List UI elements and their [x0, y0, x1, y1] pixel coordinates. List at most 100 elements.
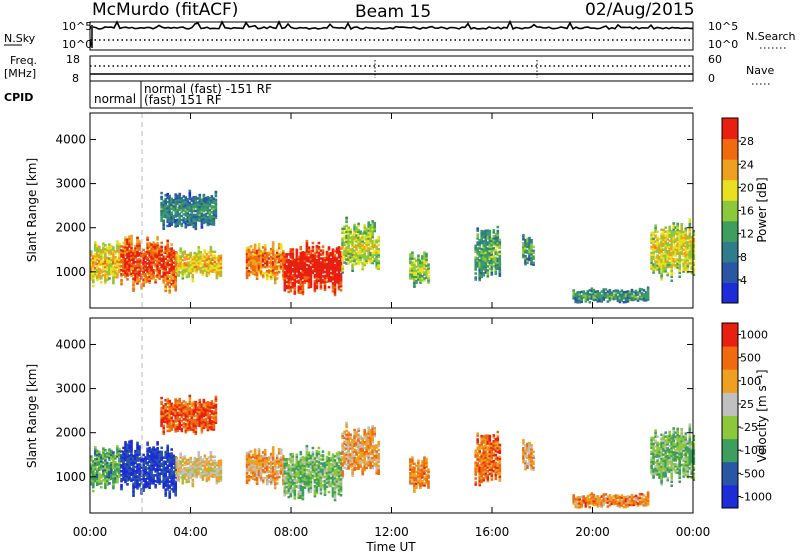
velocity-echo-cell — [172, 474, 176, 477]
power-echo-cell — [678, 267, 682, 271]
velocity-echo-cell — [100, 454, 103, 457]
velocity-echo-cell — [126, 455, 129, 458]
power-echo-cell — [377, 267, 381, 271]
velocity-echo-cell — [154, 468, 157, 471]
velocity-echo-cell — [174, 488, 178, 491]
power-echo-cell — [668, 239, 672, 243]
power-echo-cell — [261, 275, 265, 279]
velocity-echo-cell — [92, 464, 95, 467]
power-echo-cell — [427, 275, 430, 278]
velocity-echo-cell — [128, 470, 131, 473]
power-echo-cell — [662, 268, 665, 271]
velocity-echo-cell — [118, 467, 121, 471]
power-echo-cell — [357, 230, 360, 234]
power-echo-cell — [156, 267, 159, 271]
power-echo-cell — [245, 272, 249, 276]
power-echo-cell — [321, 263, 325, 266]
power-echo-cell — [498, 252, 502, 256]
power-echo-cell — [598, 292, 602, 295]
power-echo-cell — [265, 269, 269, 273]
power-echo-cell — [299, 273, 303, 277]
power-echo-cell — [168, 206, 172, 210]
power-echo-cell — [168, 216, 172, 220]
velocity-echo-cell — [209, 464, 213, 468]
power-echo-cell — [255, 249, 259, 253]
power-echo-cell — [301, 251, 305, 254]
power-echo-cell — [170, 249, 174, 252]
power-echo-cell — [476, 241, 480, 244]
velocity-echo-cell — [197, 465, 201, 468]
velocity-echo-cell — [289, 482, 293, 486]
velocity-echo-cell — [118, 475, 121, 479]
power-echo-cell — [146, 252, 149, 255]
power-echo-cell — [136, 248, 139, 251]
power-echo-cell — [592, 292, 596, 296]
power-echo-cell — [96, 270, 99, 273]
power-echo-cell — [188, 193, 192, 197]
power-echo-cell — [672, 248, 676, 251]
power-echo-cell — [608, 289, 612, 292]
velocity-echo-cell — [299, 470, 303, 474]
power-echo-cell — [104, 271, 107, 275]
power-echo-cell — [146, 268, 149, 271]
power-echo-cell — [658, 271, 661, 274]
velocity-echo-cell — [269, 466, 273, 470]
power-echo-cell — [287, 265, 291, 268]
power-echo-cell — [210, 207, 214, 210]
power-echo-cell — [104, 263, 107, 267]
power-echo-cell — [181, 259, 185, 262]
power-echo-cell — [622, 293, 626, 296]
power-echo-cell — [116, 264, 119, 267]
velocity-echo-cell — [205, 473, 209, 477]
power-echo-cell — [325, 266, 329, 270]
power-echo-cell — [166, 192, 170, 196]
power-echo-cell — [208, 212, 212, 216]
velocity-echo-cell — [150, 474, 153, 477]
power-echo-cell — [100, 269, 103, 272]
power-echo-cell — [94, 255, 97, 258]
power-echo-cell — [152, 255, 155, 258]
power-echo-cell — [604, 294, 608, 297]
power-echo-cell — [323, 260, 327, 264]
power-echo-cell — [170, 265, 174, 268]
velocity-echo-cell — [122, 460, 125, 464]
power-echo-cell — [162, 199, 166, 203]
power-echo-cell — [100, 261, 103, 264]
power-echo-cell — [132, 283, 135, 286]
power-echo-cell — [136, 266, 139, 269]
velocity-echo-cell — [124, 459, 127, 462]
power-echo-cell — [172, 267, 176, 270]
power-echo-cell — [287, 282, 291, 286]
power-echo-cell — [170, 275, 174, 278]
power-echo-cell — [187, 273, 191, 276]
velocity-echo-cell — [303, 480, 307, 483]
velocity-echo-cell — [273, 461, 277, 464]
velocity-echo-cell — [136, 485, 139, 488]
velocity-echo-cell — [191, 470, 195, 474]
power-echo-cell — [494, 238, 498, 242]
power-echo-cell — [421, 255, 424, 258]
velocity-echo-cell — [209, 456, 213, 460]
power-echo-cell — [361, 236, 365, 239]
velocity-echo-cell — [126, 477, 129, 480]
power-echo-cell — [160, 251, 164, 255]
velocity-echo-cell — [108, 472, 111, 475]
velocity-echo-cell — [144, 472, 147, 475]
power-echo-cell — [367, 247, 371, 250]
power-echo-cell — [480, 267, 484, 271]
velocity-echo-cell — [100, 486, 103, 489]
power-echo-cell — [343, 237, 346, 240]
power-echo-cell — [644, 293, 648, 296]
velocity-echo-cell — [90, 481, 93, 484]
velocity-echo-cell — [144, 485, 147, 489]
velocity-echo-cell — [128, 440, 131, 443]
power-echo-cell — [197, 254, 201, 257]
power-echo-cell — [295, 252, 299, 255]
power-echo-cell — [490, 241, 494, 244]
velocity-echo-cell — [172, 480, 176, 483]
power-echo-cell — [658, 249, 661, 253]
velocity-echo-cell — [299, 462, 303, 466]
power-echo-cell — [415, 281, 418, 284]
power-echo-cell — [345, 248, 348, 251]
power-echo-cell — [682, 258, 686, 261]
